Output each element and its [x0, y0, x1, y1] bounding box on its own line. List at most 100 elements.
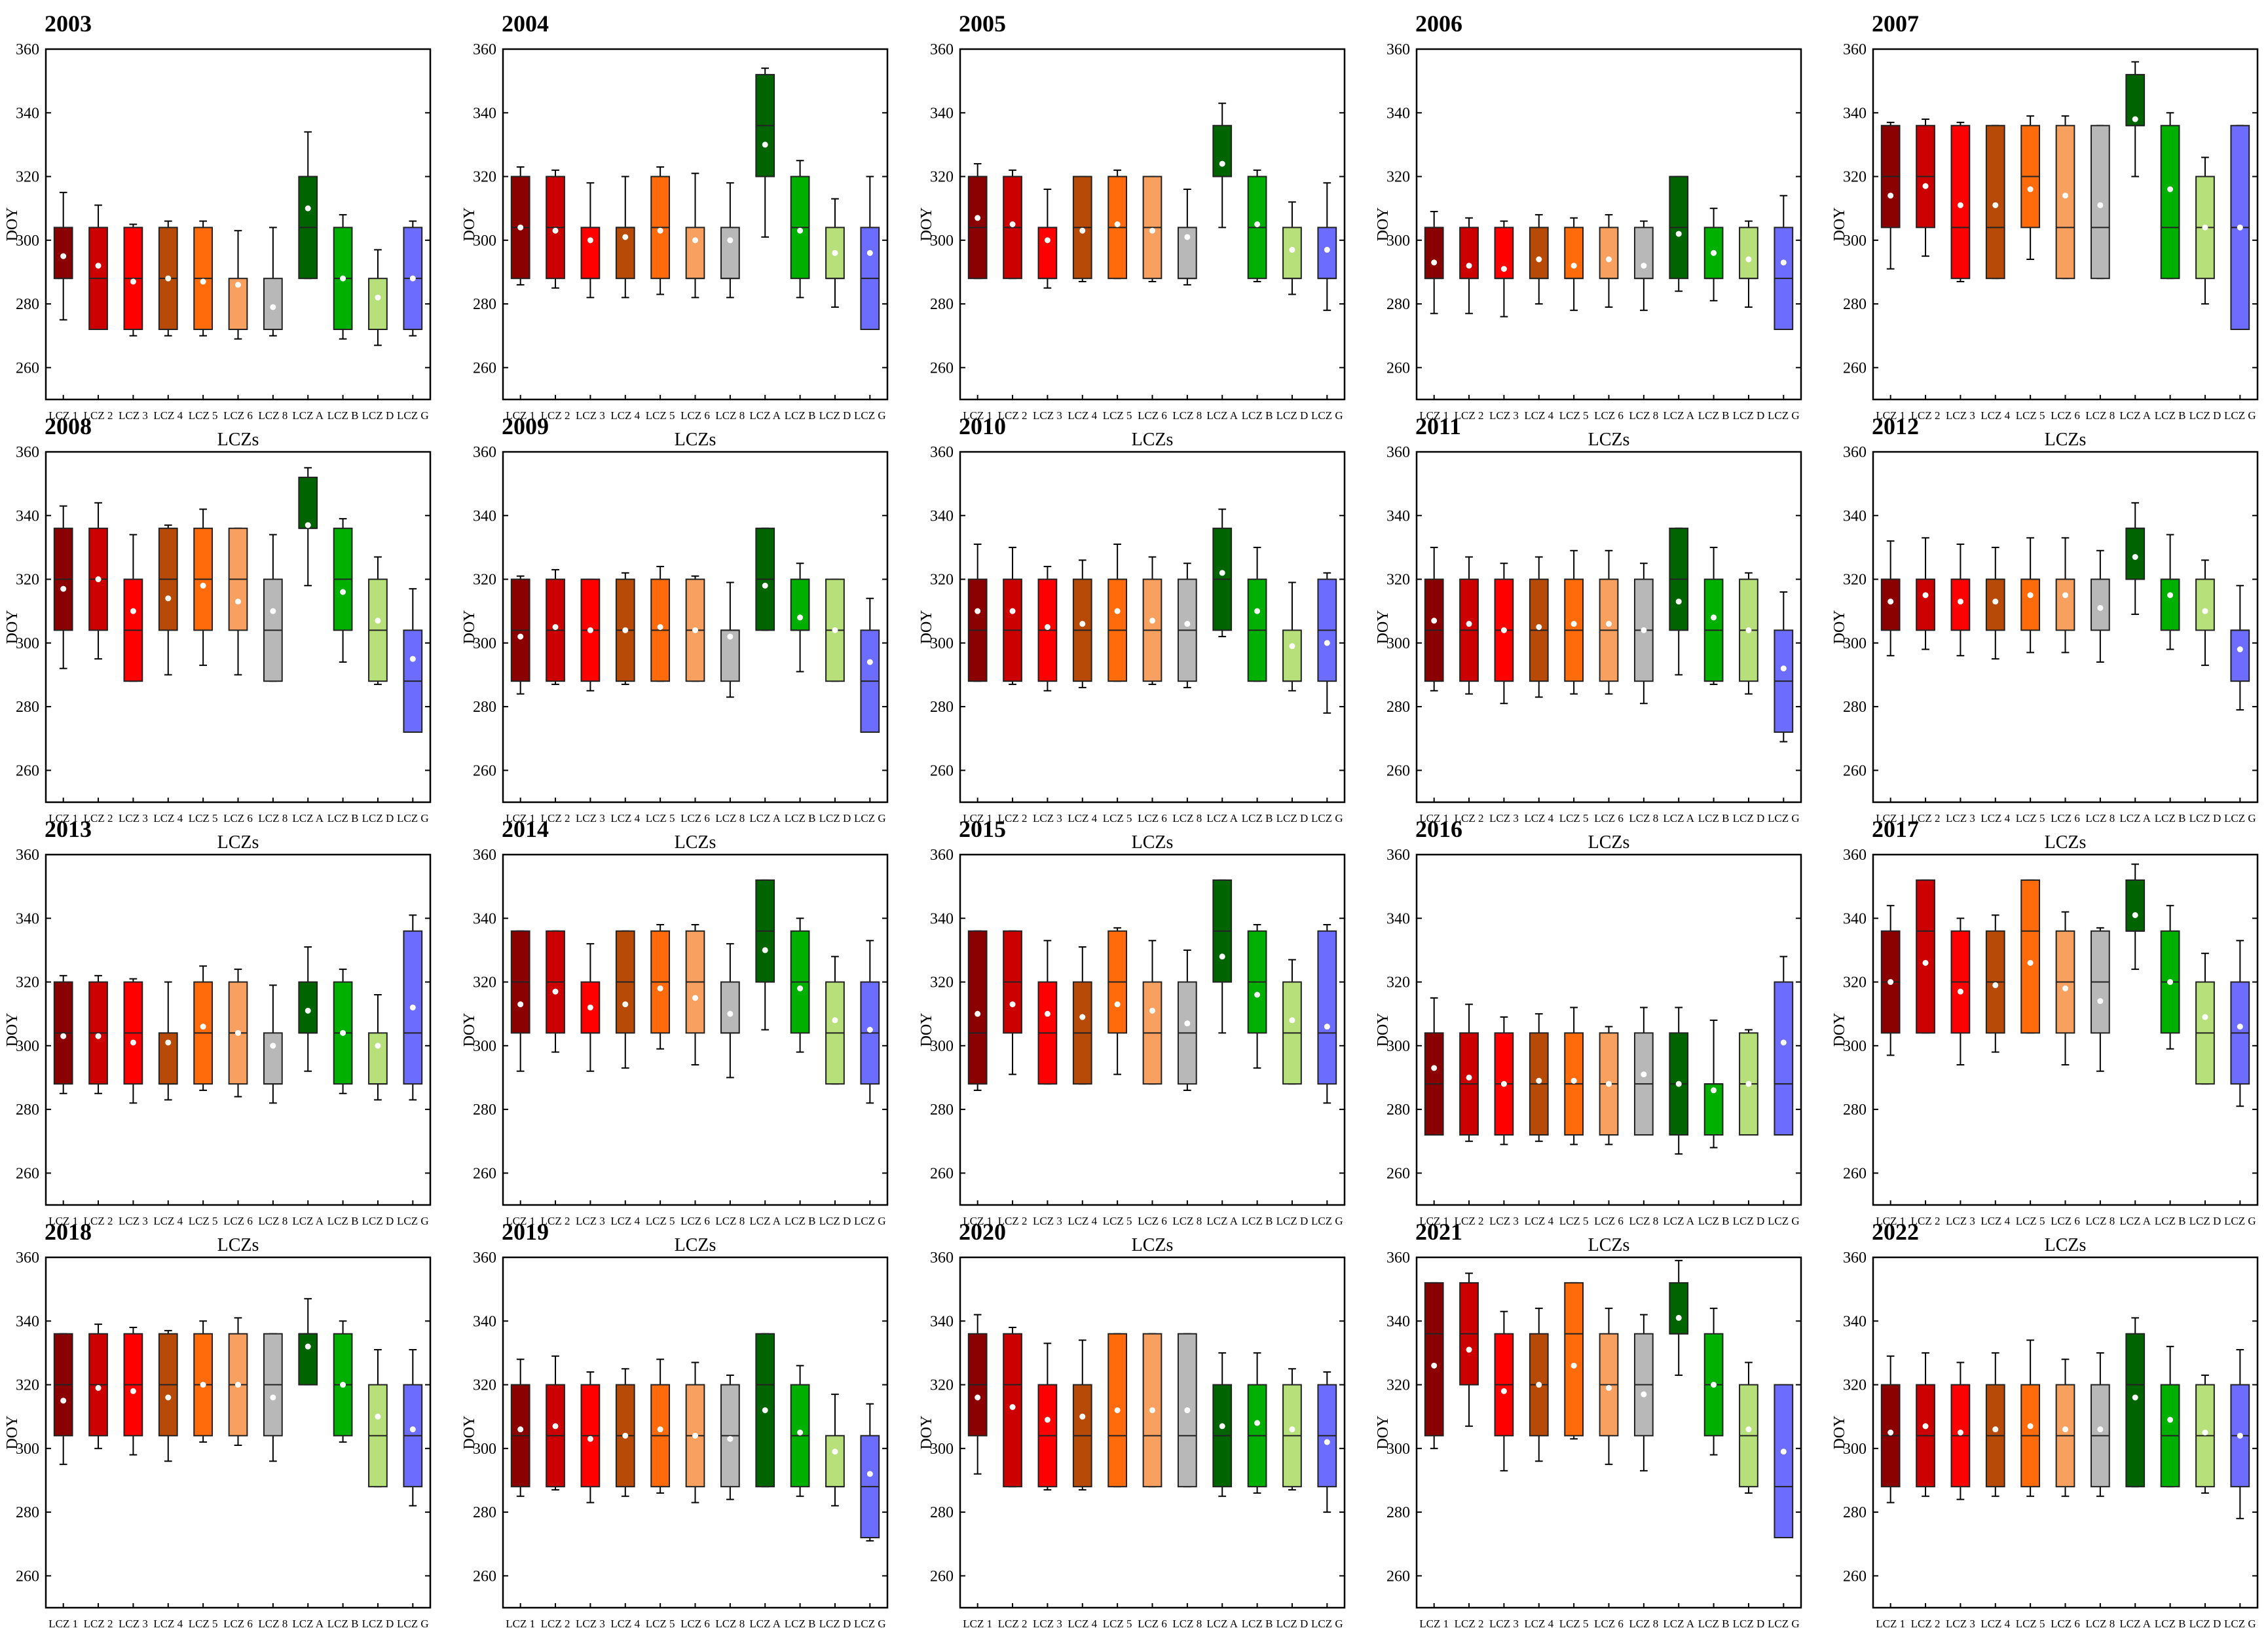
mean-marker	[1641, 1391, 1647, 1397]
box-lcz-g	[1317, 572, 1337, 714]
box-lcz-b	[1247, 1352, 1267, 1494]
box-lcz-6	[685, 575, 705, 682]
box-lcz-3	[1037, 566, 1058, 692]
box-body	[2125, 527, 2146, 580]
y-tick-label: 300	[1843, 1441, 1867, 1458]
mean-marker	[832, 627, 838, 633]
box-lcz-8	[263, 984, 283, 1104]
box-lcz-a	[1212, 102, 1233, 229]
y-tick-label: 360	[16, 41, 39, 58]
x-tick-label: LCZ 1	[48, 409, 78, 422]
box-body	[298, 476, 318, 529]
box-lcz-1	[1424, 546, 1444, 692]
box-lcz-d	[1739, 572, 1758, 695]
x-tick-label: LCZ B	[2155, 1618, 2186, 1628]
y-tick-label: 280	[1843, 699, 1867, 716]
chart-panel-2009: 2009 260 280 300 320 340 360 DOY LCZ 1 LCZ 2 LCZ 3…	[461, 413, 889, 853]
x-tick-label: LCZ A	[749, 409, 781, 422]
x-tick-label: LCZ A	[1663, 1215, 1694, 1227]
box-body	[685, 227, 705, 280]
y-axis-label: DOY	[4, 1013, 21, 1047]
box-lcz-4	[1072, 1339, 1092, 1491]
y-axis-label: DOY	[4, 610, 21, 644]
y-tick-label: 280	[930, 296, 954, 313]
box-lcz-d	[368, 1349, 388, 1488]
chart-panel-2008: 2008 260 280 300 320 340 360 DOY LCZ 1 LCZ 2 LCZ 3…	[4, 413, 432, 853]
box-lcz-a	[298, 946, 318, 1072]
box-body	[298, 981, 318, 1034]
box-body	[1599, 227, 1619, 280]
box-body	[1950, 578, 1971, 631]
box-lcz-g	[1317, 182, 1337, 311]
box-lcz-5	[650, 166, 671, 295]
x-axis-label: LCZs	[1132, 832, 1174, 853]
x-tick-label: LCZ 1	[1419, 1618, 1449, 1628]
mean-marker	[1500, 1388, 1507, 1394]
box-lcz-d	[825, 1394, 845, 1507]
box-lcz-b	[1247, 924, 1267, 1069]
plot-frame	[45, 48, 432, 401]
x-tick-label: LCZ G	[2224, 1618, 2256, 1628]
x-tick-label: LCZ 4	[1068, 1215, 1097, 1227]
mean-marker	[1745, 256, 1752, 263]
box-body	[2125, 1333, 2146, 1488]
y-tick-label: 360	[1386, 1249, 1410, 1267]
y-tick-label: 280	[1843, 1101, 1867, 1119]
box-lcz-b	[333, 1320, 353, 1443]
box-lcz-1	[1880, 540, 1901, 657]
mean-marker	[1887, 193, 1894, 199]
y-tick-label: 340	[930, 910, 954, 927]
box-lcz-1	[510, 1358, 530, 1497]
x-tick-label: LCZ 1	[963, 1215, 992, 1227]
x-tick-label: LCZ 3	[1489, 1618, 1519, 1628]
x-tick-label: LCZ 8	[1172, 409, 1202, 422]
mean-marker	[1431, 1362, 1438, 1369]
x-tick-label: LCZ 3	[576, 409, 605, 422]
y-tick-label: 360	[1386, 41, 1410, 58]
x-tick-label: LCZ D	[819, 409, 851, 422]
y-tick-label: 320	[1843, 974, 1867, 991]
y-axis-label: DOY	[1375, 1013, 1392, 1047]
box-lcz-g	[1774, 194, 1794, 331]
x-tick-label: LCZ 3	[119, 1618, 148, 1628]
mean-marker	[200, 1382, 206, 1388]
panel-title: 2007	[1872, 10, 1919, 37]
mean-marker	[2237, 224, 2243, 231]
x-tick-label: LCZ 8	[1629, 409, 1658, 422]
box-lcz-6	[1599, 213, 1619, 308]
box-body	[1177, 227, 1197, 280]
mean-marker	[622, 1001, 629, 1008]
mean-marker	[1887, 1430, 1894, 1435]
mean-marker	[1641, 627, 1647, 633]
x-tick-label: LCZ 3	[1489, 812, 1519, 824]
mean-marker	[1992, 1426, 1999, 1433]
box-lcz-d	[1282, 959, 1302, 1085]
mean-marker	[1044, 1416, 1050, 1423]
box-body	[263, 1032, 283, 1085]
box-lcz-3	[580, 1371, 601, 1504]
x-tick-label: LCZ 3	[1033, 812, 1062, 824]
x-tick-label: LCZ 4	[153, 812, 183, 824]
box-lcz-4	[158, 524, 178, 676]
x-axis-label: LCZs	[2045, 430, 2087, 450]
mean-marker	[95, 1033, 102, 1039]
mean-marker	[60, 585, 67, 592]
y-tick-label: 360	[930, 41, 954, 58]
mean-marker	[375, 1043, 381, 1049]
mean-marker	[1044, 1010, 1050, 1017]
y-tick-label: 300	[1843, 232, 1867, 250]
box-body	[1950, 124, 1971, 280]
y-tick-label: 300	[16, 1038, 39, 1055]
x-tick-label: LCZ 8	[2085, 1215, 2115, 1227]
x-tick-label: LCZ A	[2119, 409, 2151, 422]
x-tick-label: LCZ 1	[48, 812, 78, 824]
box-lcz-g	[1774, 591, 1794, 743]
x-tick-label: LCZ 8	[1172, 1618, 1202, 1628]
mean-marker	[587, 1435, 593, 1442]
x-tick-label: LCZ G	[1311, 1215, 1343, 1227]
box-lcz-a	[1669, 176, 1689, 292]
box-lcz-5	[1564, 549, 1584, 695]
x-tick-label: LCZ 8	[715, 409, 745, 422]
x-tick-label: LCZ 5	[1103, 1215, 1132, 1227]
box-lcz-a	[755, 527, 775, 631]
